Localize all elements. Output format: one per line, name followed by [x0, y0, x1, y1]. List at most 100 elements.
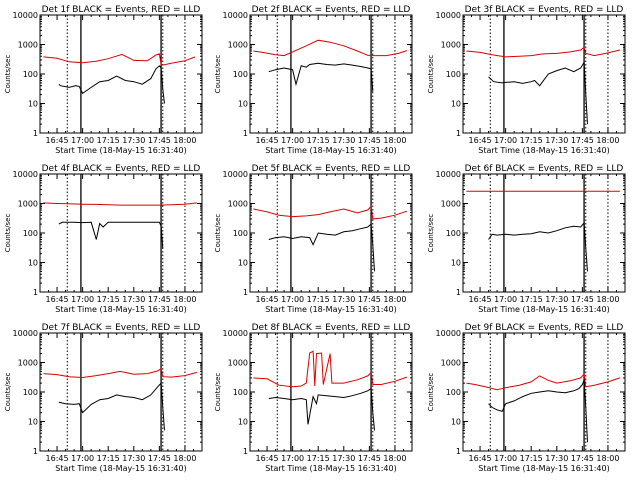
x-tick-label: 17:15 — [307, 136, 330, 145]
y-tick-label: 1000 — [228, 41, 248, 50]
x-tick-label: 17:30 — [122, 136, 145, 145]
y-tick-label: 1 — [33, 447, 38, 456]
x-axis-label: Start Time (18-May-15 16:31:40) — [478, 464, 609, 473]
chart-title: Det 2f BLACK = Events, RED = LLD — [252, 5, 411, 15]
y-axis-label: Counts/sec — [214, 373, 222, 412]
series-events-line — [58, 381, 165, 431]
y-tick-label: 100 — [23, 229, 38, 238]
series-lld-line — [253, 39, 408, 57]
x-tick-label: 16:45 — [46, 454, 69, 463]
y-tick-label: 10000 — [436, 11, 461, 20]
x-axis-label: Start Time (18-May-15 16:31:40) — [478, 146, 609, 155]
plot-frame — [39, 173, 203, 293]
x-tick-label: 17:30 — [545, 454, 568, 463]
y-tick-label: 10000 — [13, 170, 38, 179]
y-tick-label: 10 — [451, 100, 461, 109]
x-tick-label: 18:00 — [383, 454, 406, 463]
plot-frame — [249, 332, 413, 452]
x-tick-label: 17:00 — [494, 295, 517, 304]
x-tick-label: 17:45 — [571, 454, 594, 463]
y-tick-label: 10000 — [436, 329, 461, 338]
y-tick-label: 10 — [28, 418, 38, 427]
y-tick-label: 10 — [451, 418, 461, 427]
y-tick-label: 1000 — [441, 41, 461, 50]
x-tick-label: 17:00 — [281, 454, 304, 463]
x-tick-label: 17:45 — [148, 295, 171, 304]
y-axis-label: Counts/sec — [427, 55, 435, 94]
y-axis-label: Counts/sec — [4, 373, 12, 412]
chart-panel-9: Det 9f BLACK = Events, RED = LLD 1 10 100 10… — [427, 323, 626, 473]
x-tick-label: 17:30 — [122, 295, 145, 304]
series-lld-line — [43, 53, 196, 66]
chart-title: Det 5f BLACK = Events, RED = LLD — [252, 164, 411, 174]
chart-panel-4: Det 4f BLACK = Events, RED = LLD 1 10 100 10… — [4, 164, 203, 314]
y-tick-label: 10000 — [13, 11, 38, 20]
x-tick-label: 17:15 — [97, 454, 120, 463]
y-tick-label: 10 — [28, 259, 38, 268]
series-events-line — [488, 60, 588, 125]
series-lld-line — [43, 367, 198, 379]
y-tick-label: 100 — [23, 388, 38, 397]
y-axis-label: Counts/sec — [427, 373, 435, 412]
y-tick-label: 100 — [446, 70, 461, 79]
x-tick-label: 16:45 — [256, 454, 279, 463]
y-axis-label: Counts/sec — [4, 214, 12, 253]
x-tick-label: 17:00 — [281, 295, 304, 304]
chart-title: Det 8f BLACK = Events, RED = LLD — [252, 323, 411, 333]
x-tick-label: 17:15 — [97, 295, 120, 304]
chart-title: Det 6f BLACK = Events, RED = LLD — [465, 164, 624, 174]
plot-frame — [462, 14, 626, 134]
x-tick-label: 17:00 — [71, 136, 94, 145]
x-tick-label: 17:15 — [520, 454, 543, 463]
y-axis-label: Counts/sec — [427, 214, 435, 253]
x-tick-label: 17:00 — [494, 136, 517, 145]
y-tick-label: 100 — [233, 70, 248, 79]
plot-frame — [249, 14, 413, 134]
series-lld-line — [466, 373, 621, 391]
y-tick-label: 1000 — [228, 200, 248, 209]
x-tick-label: 16:45 — [469, 295, 492, 304]
x-tick-label: 18:00 — [596, 136, 619, 145]
series-events-line — [58, 221, 164, 249]
y-tick-label: 1 — [243, 129, 248, 138]
x-tick-label: 17:45 — [358, 136, 381, 145]
x-tick-label: 16:45 — [46, 295, 69, 304]
x-tick-label: 17:15 — [520, 136, 543, 145]
x-tick-label: 17:30 — [545, 136, 568, 145]
series-events-line — [488, 379, 588, 443]
y-tick-label: 10000 — [223, 11, 248, 20]
x-tick-label: 18:00 — [383, 295, 406, 304]
x-tick-label: 17:45 — [571, 136, 594, 145]
x-tick-label: 18:00 — [173, 136, 196, 145]
y-tick-label: 1000 — [228, 359, 248, 368]
y-tick-label: 100 — [23, 70, 38, 79]
x-tick-label: 18:00 — [173, 454, 196, 463]
plot-frame — [39, 332, 203, 452]
chart-panel-6: Det 6f BLACK = Events, RED = LLD 1 10 100 10… — [427, 164, 626, 314]
chart-panel-3: Det 3f BLACK = Events, RED = LLD 1 10 100 10… — [427, 5, 626, 155]
y-tick-label: 100 — [233, 388, 248, 397]
x-tick-label: 17:30 — [332, 295, 355, 304]
x-tick-label: 18:00 — [596, 454, 619, 463]
x-axis-label: Start Time (18-May-15 16:31:40) — [55, 305, 186, 314]
y-tick-label: 1 — [456, 129, 461, 138]
x-tick-label: 17:00 — [281, 136, 304, 145]
x-tick-label: 17:15 — [307, 295, 330, 304]
x-tick-label: 17:45 — [571, 295, 594, 304]
series-events-line — [268, 387, 375, 431]
series-events-line — [268, 62, 374, 92]
x-tick-label: 17:30 — [545, 295, 568, 304]
series-lld-line — [43, 202, 197, 206]
y-axis-label: Counts/sec — [214, 55, 222, 94]
chart-title: Det 1f BLACK = Events, RED = LLD — [42, 5, 201, 15]
x-tick-label: 17:30 — [332, 454, 355, 463]
x-tick-label: 18:00 — [173, 295, 196, 304]
x-tick-label: 17:45 — [148, 454, 171, 463]
x-tick-label: 17:30 — [122, 454, 145, 463]
series-events-line — [268, 223, 375, 272]
y-tick-label: 10 — [451, 259, 461, 268]
x-tick-label: 17:00 — [71, 295, 94, 304]
x-tick-label: 17:45 — [148, 136, 171, 145]
x-axis-label: Start Time (18-May-15 16:31:40) — [265, 305, 396, 314]
